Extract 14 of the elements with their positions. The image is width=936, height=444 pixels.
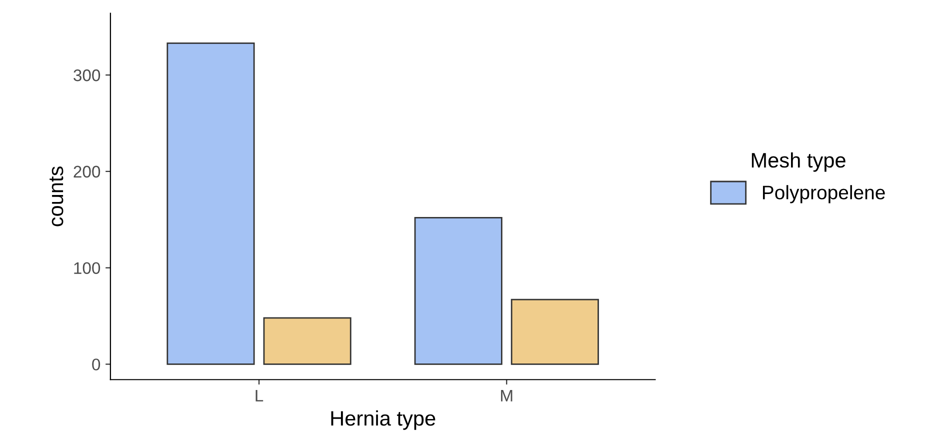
y-tick-label: 300 (74, 69, 100, 82)
x-tick-label: L (256, 390, 264, 402)
y-tick-label: 0 (92, 358, 100, 370)
bar (414, 216, 502, 365)
legend-label: Polypropelene (762, 185, 885, 204)
bar (166, 42, 255, 365)
legend-title: Mesh type (752, 152, 846, 172)
x-tick-label: M (501, 390, 512, 402)
bar (263, 317, 352, 365)
y-tick-label: 200 (74, 166, 100, 178)
y-axis-title: counts (50, 166, 64, 226)
bar (510, 298, 599, 365)
x-axis-title: Hernia type (331, 410, 436, 430)
y-tick-label: 100 (74, 262, 100, 274)
